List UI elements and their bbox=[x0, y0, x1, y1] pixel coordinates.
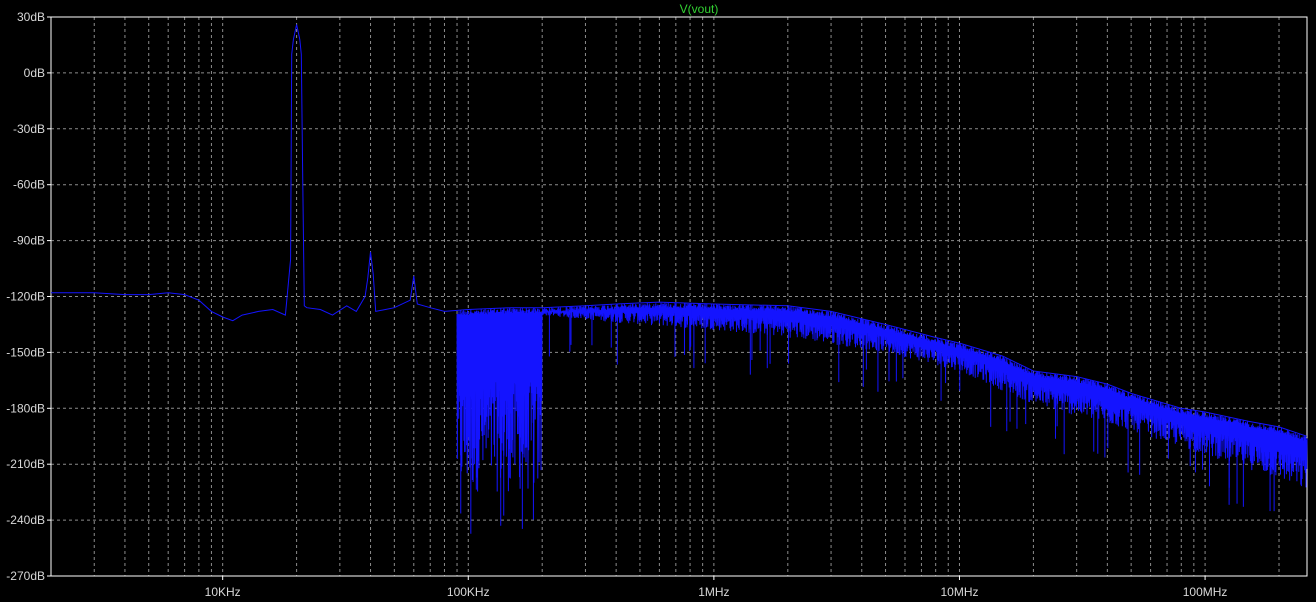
x-tick-label: 100MHz bbox=[1183, 585, 1228, 599]
y-tick-label: -270dB bbox=[6, 569, 45, 583]
y-tick-label: -90dB bbox=[13, 234, 45, 248]
y-tick-label: 0dB bbox=[24, 66, 45, 80]
y-tick-label: -60dB bbox=[13, 178, 45, 192]
x-tick-label: 1MHz bbox=[698, 585, 729, 599]
chart-title: V(vout) bbox=[680, 2, 719, 16]
y-tick-label: -150dB bbox=[6, 345, 45, 359]
y-tick-label: -180dB bbox=[6, 401, 45, 415]
y-tick-label: -210dB bbox=[6, 457, 45, 471]
x-tick-label: 10MHz bbox=[940, 585, 978, 599]
trace-area bbox=[51, 24, 1308, 534]
x-tick-label: 100KHz bbox=[447, 585, 490, 599]
x-tick-label: 10KHz bbox=[205, 585, 241, 599]
y-tick-label: -120dB bbox=[6, 290, 45, 304]
trace-envelope bbox=[51, 24, 1308, 437]
trace-noise bbox=[456, 302, 1308, 492]
grid bbox=[51, 17, 1307, 576]
y-tick-label: -240dB bbox=[6, 513, 45, 527]
axes: 30dB 0dB -30dB -60dB -90dB -120dB -150dB -180dB… bbox=[6, 10, 1308, 599]
y-tick-label: -30dB bbox=[13, 122, 45, 136]
y-tick-label: 30dB bbox=[17, 10, 45, 24]
